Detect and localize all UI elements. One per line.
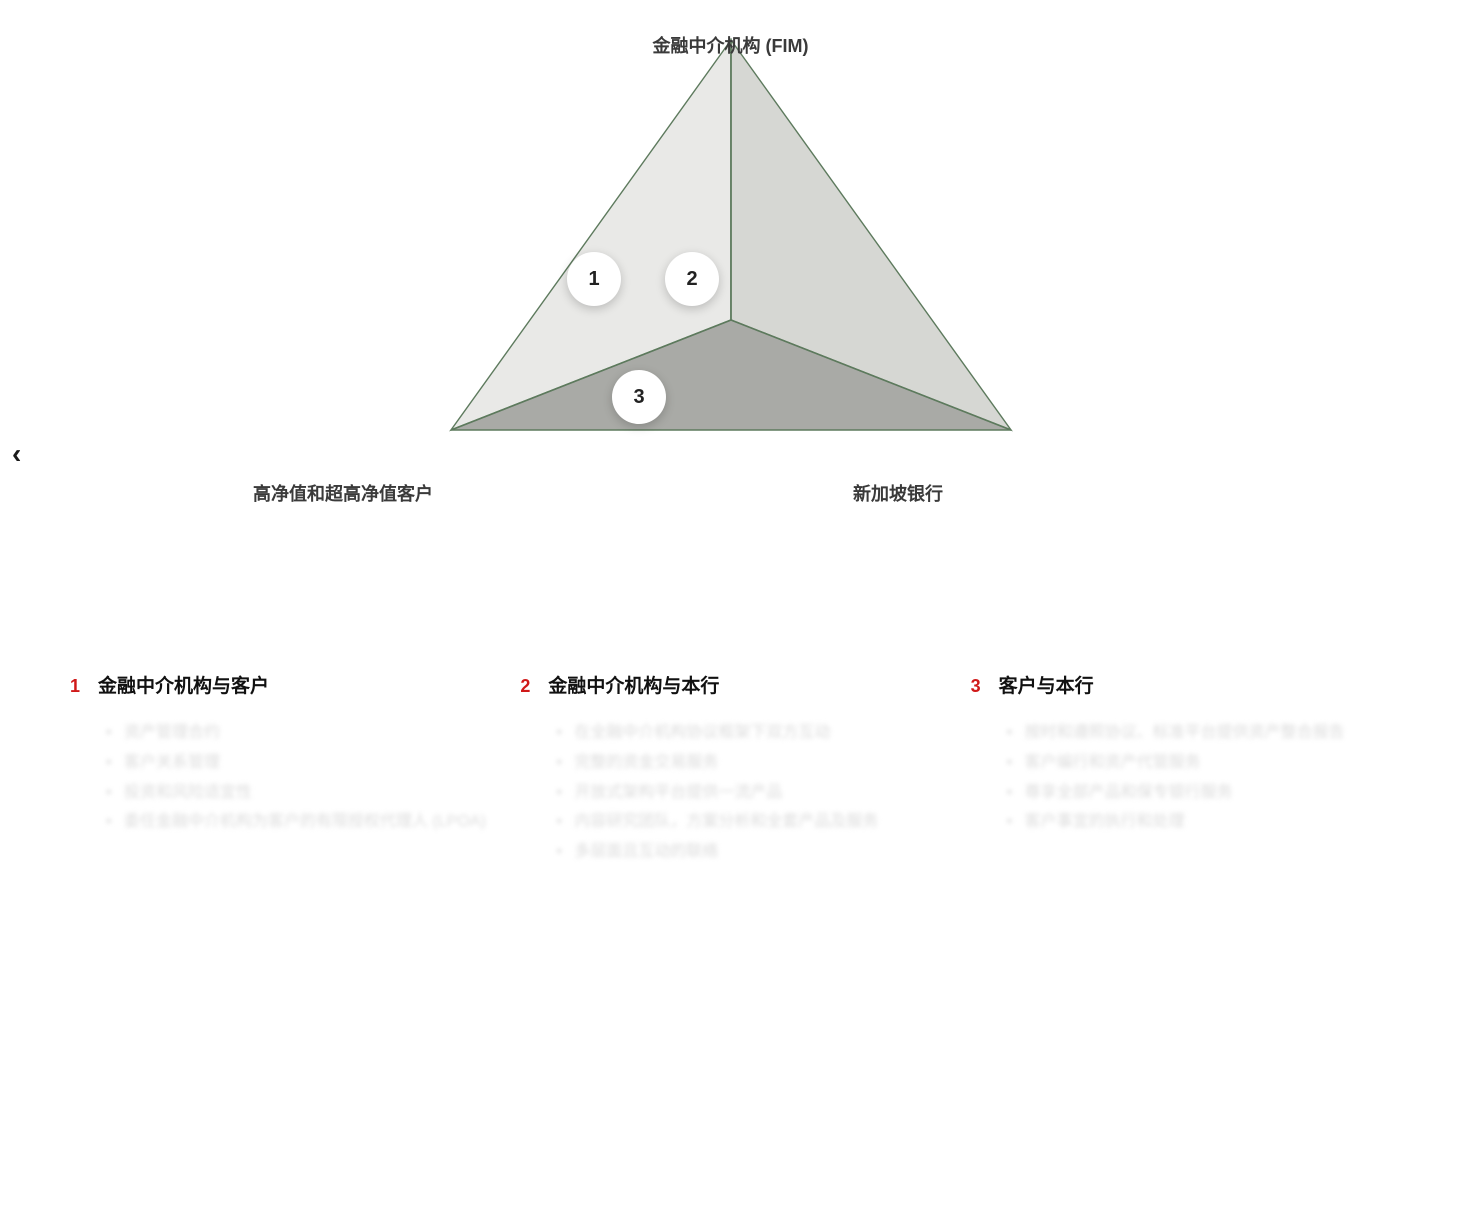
list-item: 尊享全部产品和保专银行服务 bbox=[1007, 778, 1391, 808]
face-badge-3: 3 bbox=[612, 370, 666, 424]
list-item: 开放式架构平台提供一流产品 bbox=[556, 778, 940, 808]
list-item: 完整的资金交易服务 bbox=[556, 748, 940, 778]
column-heading: 金融中介机构与本行 bbox=[548, 672, 940, 702]
detail-column-1: 1 金融中介机构与客户 资产管理合约 客户关系管理 投资和风险适宜性 委任金融中… bbox=[70, 672, 490, 866]
list-item: 多层面且互动的联络 bbox=[556, 837, 940, 867]
list-item: 资产管理合约 bbox=[106, 718, 490, 748]
vertex-label-bottom-left: 高净值和超高净值客户 bbox=[253, 480, 433, 506]
list-item: 客户编行和资产代管服务 bbox=[1007, 748, 1391, 778]
detail-column-3: 3 客户与本行 按时和遵照协议、标准平台提供资产整合报告 客户编行和资产代管服务… bbox=[971, 672, 1391, 866]
vertex-label-bottom-right: 新加坡银行 bbox=[853, 480, 943, 506]
prev-arrow[interactable]: ‹ bbox=[12, 438, 21, 470]
list-item: 内容研究团队，方案分析和全套产品及服务 bbox=[556, 807, 940, 837]
column-number: 2 bbox=[520, 672, 534, 701]
list-item: 客户关系管理 bbox=[106, 748, 490, 778]
list-item: 按时和遵照协议、标准平台提供资产整合报告 bbox=[1007, 718, 1391, 748]
list-item: 客户事宜的执行和处理 bbox=[1007, 807, 1391, 837]
column-list: 按时和遵照协议、标准平台提供资产整合报告 客户编行和资产代管服务 尊享全部产品和… bbox=[999, 718, 1391, 836]
pyramid-diagram: 金融中介机构 (FIM) 1 2 3 高净值和超高净值客户 新加坡银行 bbox=[0, 0, 1461, 560]
face-badge-2: 2 bbox=[665, 252, 719, 306]
face-badge-1: 1 bbox=[567, 252, 621, 306]
list-item: 委任金融中介机构为客户的有限授权代理人 (LPOA) bbox=[106, 807, 490, 837]
pyramid-svg bbox=[431, 30, 1031, 450]
vertex-label-top: 金融中介机构 (FIM) bbox=[653, 32, 809, 58]
column-list: 在全融中介机构协议框架下双方互动 完整的资金交易服务 开放式架构平台提供一流产品… bbox=[548, 718, 940, 866]
column-heading: 金融中介机构与客户 bbox=[98, 672, 490, 702]
column-number: 3 bbox=[971, 672, 985, 701]
details-columns: 1 金融中介机构与客户 资产管理合约 客户关系管理 投资和风险适宜性 委任金融中… bbox=[70, 672, 1391, 866]
column-heading: 客户与本行 bbox=[999, 672, 1391, 702]
list-item: 投资和风险适宜性 bbox=[106, 778, 490, 808]
detail-column-2: 2 金融中介机构与本行 在全融中介机构协议框架下双方互动 完整的资金交易服务 开… bbox=[520, 672, 940, 866]
column-number: 1 bbox=[70, 672, 84, 701]
list-item: 在全融中介机构协议框架下双方互动 bbox=[556, 718, 940, 748]
column-list: 资产管理合约 客户关系管理 投资和风险适宜性 委任金融中介机构为客户的有限授权代… bbox=[98, 718, 490, 836]
